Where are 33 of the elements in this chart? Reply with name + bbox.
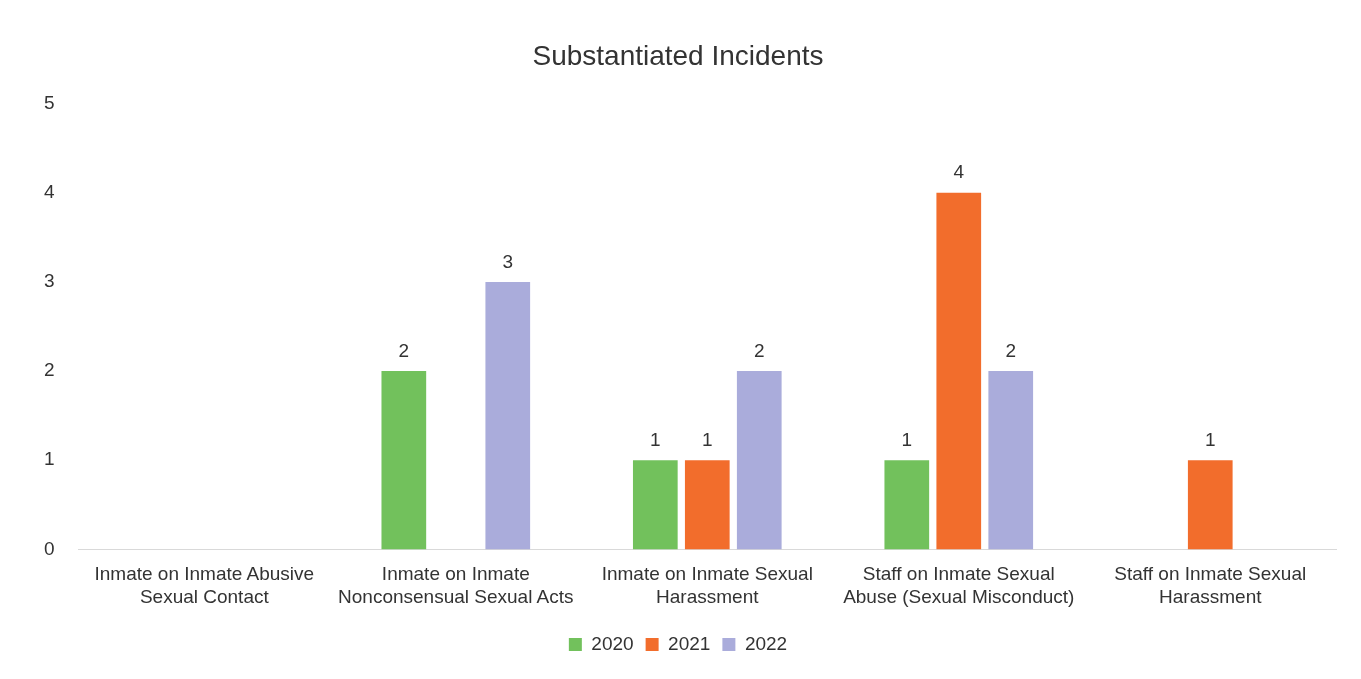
bar — [381, 371, 427, 550]
bar — [632, 460, 678, 550]
y-tick-label: 3 — [43, 270, 55, 292]
data-label: 1 — [650, 428, 661, 450]
y-tick-label: 2 — [43, 359, 55, 381]
y-tick-label: 5 — [43, 91, 55, 113]
x-tick-label: Inmate on Inmate Nonconsensual Sexual Acts — [338, 563, 574, 607]
x-tick-label: Staff on Inmate Sexual Abuse (Sexual Misconduct) — [843, 563, 1075, 607]
legend-label: 2022 — [744, 632, 788, 654]
bar — [736, 371, 782, 550]
data-label: 2 — [1005, 339, 1017, 361]
y-tick-label: 4 — [43, 180, 55, 202]
data-label: 1 — [1204, 428, 1216, 450]
data-label: 3 — [502, 250, 514, 272]
data-label: 1 — [901, 428, 913, 450]
legend-label: 2021 — [668, 632, 711, 654]
legend-label: 2020 — [591, 632, 634, 654]
bar — [988, 371, 1034, 550]
x-tick-label: Inmate on Inmate Sexual Harassment — [601, 563, 813, 607]
chart-title: Substantiated Incidents — [532, 39, 824, 71]
data-label: 1 — [701, 428, 713, 450]
bar — [936, 192, 982, 550]
y-tick-label: 1 — [43, 448, 55, 470]
x-tick-label: Inmate on Inmate Abusive Sexual Contact — [94, 563, 315, 607]
x-tick-label: Staff on Inmate Sexual Harassment — [1114, 563, 1307, 607]
bar — [684, 460, 730, 550]
data-label: 2 — [753, 339, 765, 361]
bar — [1187, 460, 1233, 550]
data-label: 2 — [398, 339, 410, 361]
data-label: 4 — [953, 161, 965, 183]
y-tick-label: 0 — [43, 537, 55, 559]
bar — [884, 460, 930, 550]
bar — [485, 281, 531, 550]
